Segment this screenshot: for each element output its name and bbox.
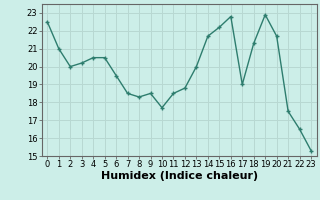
X-axis label: Humidex (Indice chaleur): Humidex (Indice chaleur) — [100, 171, 258, 181]
